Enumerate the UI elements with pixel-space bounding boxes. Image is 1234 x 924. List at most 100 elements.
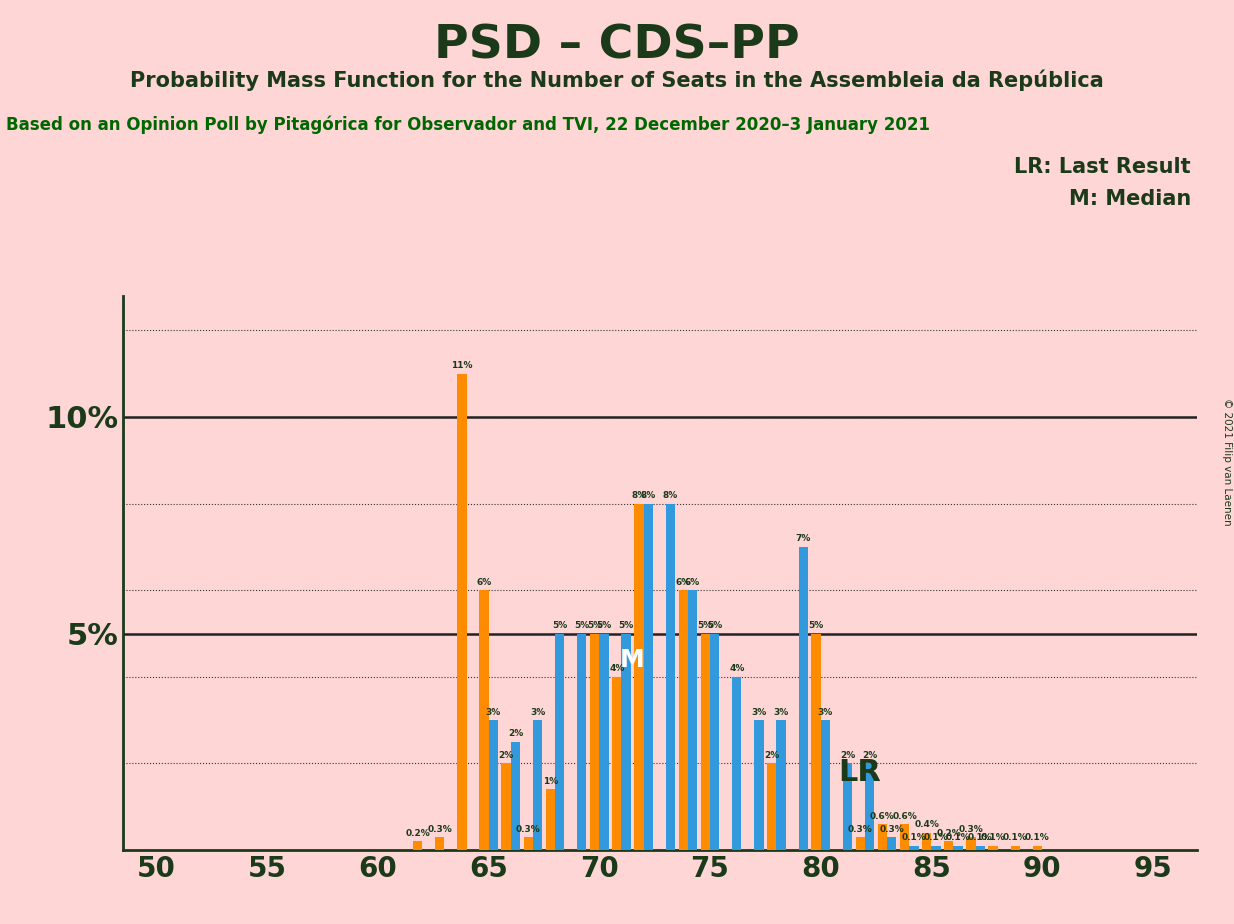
Text: LR: Last Result: LR: Last Result <box>1014 157 1191 177</box>
Bar <box>436 837 444 850</box>
Bar <box>798 547 808 850</box>
Text: M: Median: M: Median <box>1069 189 1191 210</box>
Text: 0.1%: 0.1% <box>981 833 1006 843</box>
Bar <box>501 763 511 850</box>
Bar <box>988 845 998 850</box>
Text: 2%: 2% <box>764 751 780 760</box>
Bar <box>812 634 821 850</box>
Bar <box>600 634 608 850</box>
Bar <box>533 720 542 850</box>
Text: 5%: 5% <box>618 621 634 630</box>
Text: 0.1%: 0.1% <box>923 833 949 843</box>
Text: 5%: 5% <box>587 621 602 630</box>
Text: 0.3%: 0.3% <box>880 824 905 833</box>
Bar <box>622 634 631 850</box>
Bar <box>887 837 896 850</box>
Text: 7%: 7% <box>796 534 811 543</box>
Text: 3%: 3% <box>774 708 789 717</box>
Text: 3%: 3% <box>818 708 833 717</box>
Bar <box>776 720 786 850</box>
Bar <box>1033 845 1041 850</box>
Bar <box>821 720 830 850</box>
Text: 2%: 2% <box>499 751 513 760</box>
Text: 1%: 1% <box>543 777 558 786</box>
Bar <box>932 845 940 850</box>
Text: 0.1%: 0.1% <box>1003 833 1028 843</box>
Text: 0.1%: 0.1% <box>945 833 970 843</box>
Text: 11%: 11% <box>452 361 473 371</box>
Bar <box>909 845 918 850</box>
Text: 0.3%: 0.3% <box>516 824 540 833</box>
Text: LR: LR <box>838 758 881 786</box>
Text: 5%: 5% <box>808 621 823 630</box>
Text: 0.2%: 0.2% <box>405 829 429 838</box>
Text: 0.6%: 0.6% <box>870 811 895 821</box>
Text: 5%: 5% <box>697 621 713 630</box>
Text: 5%: 5% <box>707 621 722 630</box>
Text: 0.2%: 0.2% <box>937 829 961 838</box>
Bar <box>922 833 932 850</box>
Text: 0.3%: 0.3% <box>959 824 983 833</box>
Text: 8%: 8% <box>632 492 647 500</box>
Text: 2%: 2% <box>508 729 523 738</box>
Bar <box>944 842 954 850</box>
Bar <box>634 504 644 850</box>
Text: 2%: 2% <box>863 751 877 760</box>
Bar <box>679 590 687 850</box>
Bar <box>612 676 622 850</box>
Bar <box>523 837 533 850</box>
Text: 0.3%: 0.3% <box>427 824 452 833</box>
Text: 3%: 3% <box>486 708 501 717</box>
Bar <box>511 742 520 850</box>
Bar <box>665 504 675 850</box>
Bar <box>966 837 976 850</box>
Text: 5%: 5% <box>596 621 612 630</box>
Text: 3%: 3% <box>752 708 766 717</box>
Bar <box>710 634 719 850</box>
Text: PSD – CDS–PP: PSD – CDS–PP <box>434 23 800 68</box>
Bar <box>479 590 489 850</box>
Text: 5%: 5% <box>552 621 568 630</box>
Bar <box>843 763 853 850</box>
Bar <box>590 634 600 850</box>
Text: 0.1%: 0.1% <box>1025 833 1050 843</box>
Text: 4%: 4% <box>729 664 744 674</box>
Text: 6%: 6% <box>685 578 700 587</box>
Text: 2%: 2% <box>840 751 855 760</box>
Text: Based on an Opinion Poll by Pitagórica for Observador and TVI, 22 December 2020–: Based on an Opinion Poll by Pitagórica f… <box>6 116 930 134</box>
Text: 8%: 8% <box>663 492 677 500</box>
Text: 3%: 3% <box>529 708 545 717</box>
Text: 0.6%: 0.6% <box>892 811 917 821</box>
Text: 8%: 8% <box>640 492 655 500</box>
Bar <box>644 504 653 850</box>
Text: © 2021 Filip van Laenen: © 2021 Filip van Laenen <box>1222 398 1232 526</box>
Text: 0.1%: 0.1% <box>902 833 927 843</box>
Text: Probability Mass Function for the Number of Seats in the Assembleia da República: Probability Mass Function for the Number… <box>130 69 1104 91</box>
Text: 5%: 5% <box>574 621 590 630</box>
Bar <box>754 720 764 850</box>
Bar <box>489 720 499 850</box>
Text: 6%: 6% <box>675 578 691 587</box>
Text: 6%: 6% <box>476 578 491 587</box>
Text: 0.4%: 0.4% <box>914 821 939 830</box>
Bar <box>458 373 466 850</box>
Bar <box>687 590 697 850</box>
Text: 0.3%: 0.3% <box>848 824 872 833</box>
Bar <box>768 763 776 850</box>
Bar <box>545 789 555 850</box>
Bar <box>701 634 710 850</box>
Bar <box>413 842 422 850</box>
Bar <box>900 824 909 850</box>
Bar <box>877 824 887 850</box>
Text: 4%: 4% <box>610 664 624 674</box>
Bar <box>732 676 742 850</box>
Bar <box>954 845 963 850</box>
Bar <box>976 845 985 850</box>
Text: 0.1%: 0.1% <box>967 833 992 843</box>
Bar <box>1011 845 1019 850</box>
Bar <box>855 837 865 850</box>
Bar <box>555 634 564 850</box>
Text: M: M <box>621 648 645 672</box>
Bar <box>865 763 874 850</box>
Bar <box>578 634 586 850</box>
